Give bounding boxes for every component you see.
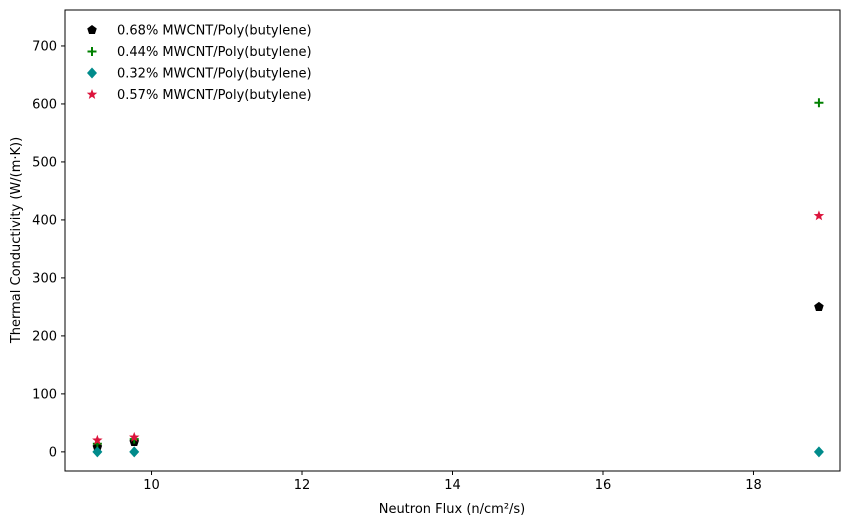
star-data-point bbox=[92, 434, 103, 445]
y-tick-label: 600 bbox=[32, 97, 57, 112]
legend-diamond-icon bbox=[87, 67, 97, 79]
x-tick-label: 10 bbox=[143, 478, 160, 493]
y-tick-label: 200 bbox=[32, 329, 57, 344]
data-markers bbox=[92, 98, 825, 458]
x-tick-label: 12 bbox=[294, 478, 311, 493]
x-axis-label: Neutron Flux (n/cm²/s) bbox=[379, 502, 526, 517]
y-tick-label: 400 bbox=[32, 213, 57, 228]
legend-label: 0.44% MWCNT/Poly(butylene) bbox=[117, 45, 312, 60]
y-axis-ticks: 0 100 200 300 400 500 600 700 bbox=[32, 39, 65, 460]
plus-data-point bbox=[814, 98, 824, 108]
y-tick-label: 100 bbox=[32, 387, 57, 402]
y-tick-label: 700 bbox=[32, 39, 57, 54]
legend-label: 0.68% MWCNT/Poly(butylene) bbox=[117, 24, 312, 39]
y-tick-label: 500 bbox=[32, 155, 57, 170]
legend: 0.68% MWCNT/Poly(butylene) 0.44% MWCNT/Po… bbox=[86, 24, 312, 103]
star-data-point bbox=[128, 431, 140, 442]
legend-plus-icon bbox=[87, 47, 97, 56]
pentagon-data-point bbox=[814, 301, 824, 311]
diamond-data-point bbox=[92, 446, 103, 458]
x-tick-label: 18 bbox=[745, 478, 762, 493]
x-tick-label: 14 bbox=[444, 478, 461, 493]
legend-star-icon bbox=[86, 89, 98, 99]
x-tick-label: 16 bbox=[595, 478, 612, 493]
x-axis-ticks: 10 12 14 16 18 bbox=[143, 471, 762, 493]
diamond-data-point bbox=[813, 446, 824, 458]
y-tick-label: 0 bbox=[49, 445, 57, 460]
legend-label: 0.32% MWCNT/Poly(butylene) bbox=[117, 67, 312, 82]
legend-label: 0.57% MWCNT/Poly(butylene) bbox=[117, 88, 312, 103]
y-axis-label: Thermal Conductivity (W/(m·K)) bbox=[9, 137, 24, 344]
legend-pentagon-icon bbox=[87, 25, 97, 35]
plot-area bbox=[64, 9, 841, 472]
diamond-data-point bbox=[129, 446, 140, 458]
y-tick-label: 300 bbox=[32, 271, 57, 286]
star-data-point bbox=[813, 210, 825, 221]
